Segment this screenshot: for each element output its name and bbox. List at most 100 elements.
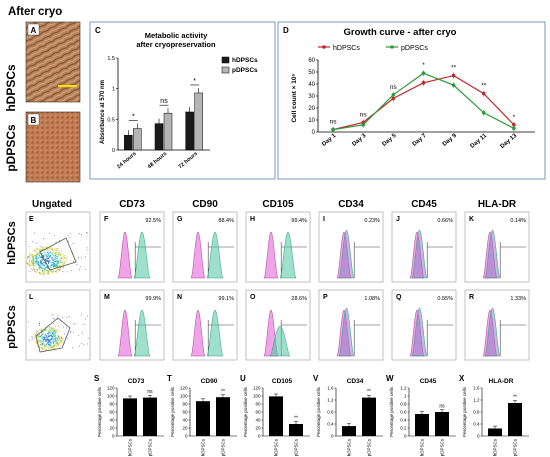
scatter-dot (39, 250, 41, 252)
scatter-dot (29, 339, 31, 341)
scatter-dot (54, 253, 56, 255)
scatter-dot (46, 257, 48, 259)
scatter-dot (42, 343, 43, 345)
scatter-dot (39, 340, 41, 342)
bar-chart-ytick-label: 80 (255, 402, 261, 407)
scatter-dot (62, 266, 64, 268)
scatter-dot (46, 259, 48, 261)
scatter-dot (35, 256, 37, 258)
bar-chart-ytick-label: 60 (255, 410, 261, 415)
histogram-percent: 0.23% (364, 218, 380, 224)
scatter-dot (52, 262, 54, 264)
flow-marker-header: CD34 (338, 199, 364, 210)
scatter-dot (44, 246, 46, 248)
scatter-dot (29, 255, 31, 257)
chart-c-legend-swatch (221, 56, 230, 64)
flow-marker-header: CD105 (262, 199, 294, 210)
scatter-dot (46, 260, 48, 262)
chart-d-point (451, 73, 456, 78)
histogram-sample-peak (269, 325, 291, 357)
scatter-dot (38, 249, 40, 251)
scatter-dot (48, 332, 50, 335)
scatter-dot (58, 335, 59, 337)
scatter-dot (54, 257, 56, 259)
scatter-l-gate (35, 317, 71, 353)
scatter-dot (42, 270, 43, 271)
scatter-dot (50, 265, 52, 267)
bar-chart-panel-letter: T (167, 374, 172, 383)
scatter-dot (33, 250, 36, 252)
scatter-l-dots (28, 314, 89, 351)
scatter-dot (51, 336, 53, 338)
scatter-dot (51, 329, 53, 331)
histogram-panel-letter: R (469, 294, 474, 301)
scatter-dot (56, 265, 58, 267)
scatter-dot (87, 338, 89, 339)
chart-d-point (481, 91, 486, 96)
chart-c-ylabel: Absorbance at 570 nm (100, 80, 106, 144)
scatter-dot (46, 253, 48, 255)
bar-chart-bar (342, 426, 356, 436)
scatter-dot (56, 339, 58, 341)
histogram-isotype-peak (263, 231, 279, 279)
scatter-dot (48, 272, 50, 274)
scatter-dot (52, 314, 54, 316)
scatter-dot (59, 339, 61, 341)
scatter-dot (48, 232, 50, 234)
bar-chart-ytick-label: 0.8 (473, 410, 480, 415)
histogram-percent: 0.55% (437, 296, 453, 302)
scatter-dot (26, 263, 29, 265)
scatter-dot (35, 255, 37, 257)
scatter-dot (34, 260, 37, 262)
scatter-dot (28, 256, 30, 258)
scatter-dot (58, 249, 60, 251)
scatter-dot (87, 315, 89, 317)
scatter-dot (32, 257, 34, 259)
chart-d-ytick-label: 60 (308, 58, 315, 64)
scatter-dot (39, 346, 41, 348)
scatter-dot (47, 342, 49, 344)
scatter-dot (58, 261, 60, 264)
chart-d-point (331, 127, 335, 132)
scatter-dot (62, 256, 64, 258)
scatter-dot (53, 330, 55, 333)
scatter-dot (66, 271, 68, 273)
scatter-dot (31, 254, 34, 256)
chart-c-sig-label: * (193, 78, 196, 85)
scatter-dot (43, 272, 45, 274)
histogram-panel-letter: F (104, 216, 109, 223)
scatter-dot (39, 272, 41, 274)
scatter-dot (41, 331, 43, 333)
scatter-dot (50, 341, 52, 343)
scatter-dot (46, 335, 48, 337)
scatter-dot (49, 251, 51, 253)
bar-chart-ytick-label: 1 (404, 394, 407, 399)
scatter-dot (43, 256, 45, 258)
scatter-dot (35, 269, 37, 271)
chart-c-title-line2: after cryopreservation (136, 40, 216, 49)
scatter-dot (41, 253, 43, 255)
bar-chart-ytick-label: 40 (109, 418, 115, 423)
scatter-dot (59, 257, 61, 259)
scatter-dot (45, 258, 47, 260)
scatter-dot (43, 329, 46, 331)
scatter-dot (27, 263, 30, 265)
scatter-dot (49, 252, 51, 254)
scatter-dot (50, 261, 52, 263)
scatter-dot (40, 329, 42, 331)
scatter-dot (61, 337, 63, 339)
bar-chart-ytick-label: 1.6 (327, 386, 334, 391)
histogram-panel: G 88.4% (172, 211, 238, 283)
scatter-dot (44, 345, 46, 347)
bar-chart-ytick-label: 0 (258, 434, 261, 439)
chart-d-legend-label: hDPSCs (333, 45, 360, 52)
scatter-dot (65, 258, 67, 260)
scatter-dot (45, 348, 48, 351)
scatter-dot (53, 323, 55, 325)
chart-d-point (391, 93, 396, 97)
scatter-dot (41, 337, 43, 339)
scatter-dot (60, 251, 62, 253)
scatter-dot (47, 251, 49, 253)
scatter-dot (45, 326, 47, 328)
